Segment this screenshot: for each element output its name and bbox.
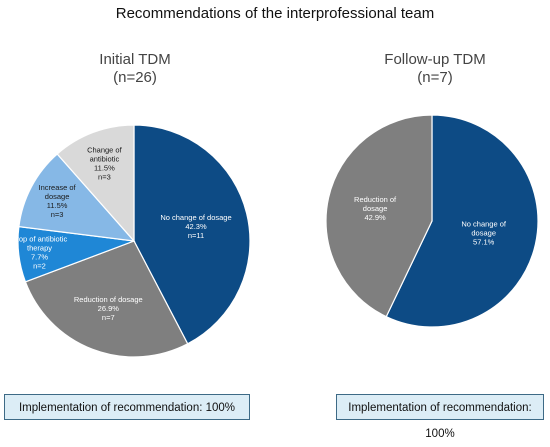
pie-slice-followup-0 xyxy=(385,114,539,328)
pie-slice-initial-0 xyxy=(133,124,251,345)
pie-label-followup-1-line-2: 42.9% xyxy=(364,213,386,222)
pie-label-followup-0-line-0: No change of xyxy=(461,220,507,229)
pie-label-initial-1: Reduction of dosage 26.9% n=7 xyxy=(74,295,143,322)
chart-title-followup-line1: Follow-up TDM xyxy=(384,51,486,68)
pie-label-followup-0-line-2: 57.1% xyxy=(473,238,495,247)
pie-label-initial-4-line-3: n=3 xyxy=(98,172,111,181)
chart-title-initial-line2: (n=26) xyxy=(113,69,157,86)
pie-label-initial-3-line-3: n=3 xyxy=(51,210,64,219)
pie-label-initial-0-line-1: 42.3% xyxy=(185,222,207,231)
pie-label-followup-0-line-1: dosage xyxy=(471,229,496,238)
pie-label-initial-4: Change of antibiotic 11.5% n=3 xyxy=(87,145,123,181)
pie-label-initial-4-line-0: Change of xyxy=(87,145,123,154)
pie-label-initial-3-line-1: dosage xyxy=(45,192,70,201)
pie-label-initial-2-line-2: 7.7% xyxy=(31,253,48,262)
pie-label-followup-1: Reduction of dosage 42.9% xyxy=(354,195,397,222)
pie-label-initial-2-line-0: Stop of antibiotic xyxy=(12,235,68,244)
pie-label-initial-4-line-2: 11.5% xyxy=(94,163,115,172)
pie-label-followup-0: No change of dosage 57.1% xyxy=(461,220,507,247)
pie-label-initial-2-line-3: n=2 xyxy=(33,262,46,271)
pie-label-initial-0-line-0: No change of dosage xyxy=(160,213,231,222)
chart-title-followup: Follow-up TDM (n=7) xyxy=(370,51,500,87)
pie-label-initial-0: No change of dosage 42.3% n=11 xyxy=(160,213,231,240)
implementation-box-followup: Implementation of recommendation: 100% xyxy=(336,394,544,440)
implementation-box-initial: Implementation of recommendation: 100% xyxy=(4,394,250,420)
pie-label-initial-3-line-2: 11.5% xyxy=(47,201,68,210)
pie-label-initial-3-line-0: Increase of xyxy=(39,183,77,192)
chart-title-initial-line1: Initial TDM xyxy=(99,51,171,68)
pie-slice-initial-3 xyxy=(18,153,136,242)
pie-label-initial-2-line-1: therapy xyxy=(27,244,52,253)
main-title: Recommendations of the interprofessional… xyxy=(115,5,435,22)
pie-label-initial-1-line-2: n=7 xyxy=(102,313,115,322)
pie-slice-initial-1 xyxy=(24,240,189,358)
pie-label-initial-0-line-2: n=11 xyxy=(188,231,204,240)
chart-title-followup-line2: (n=7) xyxy=(417,69,453,86)
pie-label-followup-1-line-1: dosage xyxy=(363,204,388,213)
pie-label-initial-3: Increase of dosage 11.5% n=3 xyxy=(39,183,77,219)
pie-label-followup-1-line-0: Reduction of xyxy=(354,195,397,204)
pie-label-initial-1-line-0: Reduction of dosage xyxy=(74,295,143,304)
pie-label-initial-1-line-1: 26.9% xyxy=(98,304,120,313)
pie-label-initial-4-line-1: antibiotic xyxy=(90,154,120,163)
pie-label-initial-2: Stop of antibiotic therapy 7.7% n=2 xyxy=(12,235,68,271)
pie-slice-followup-1 xyxy=(325,114,433,318)
pie-slice-initial-4 xyxy=(56,124,135,243)
chart-title-initial: Initial TDM (n=26) xyxy=(70,51,200,87)
